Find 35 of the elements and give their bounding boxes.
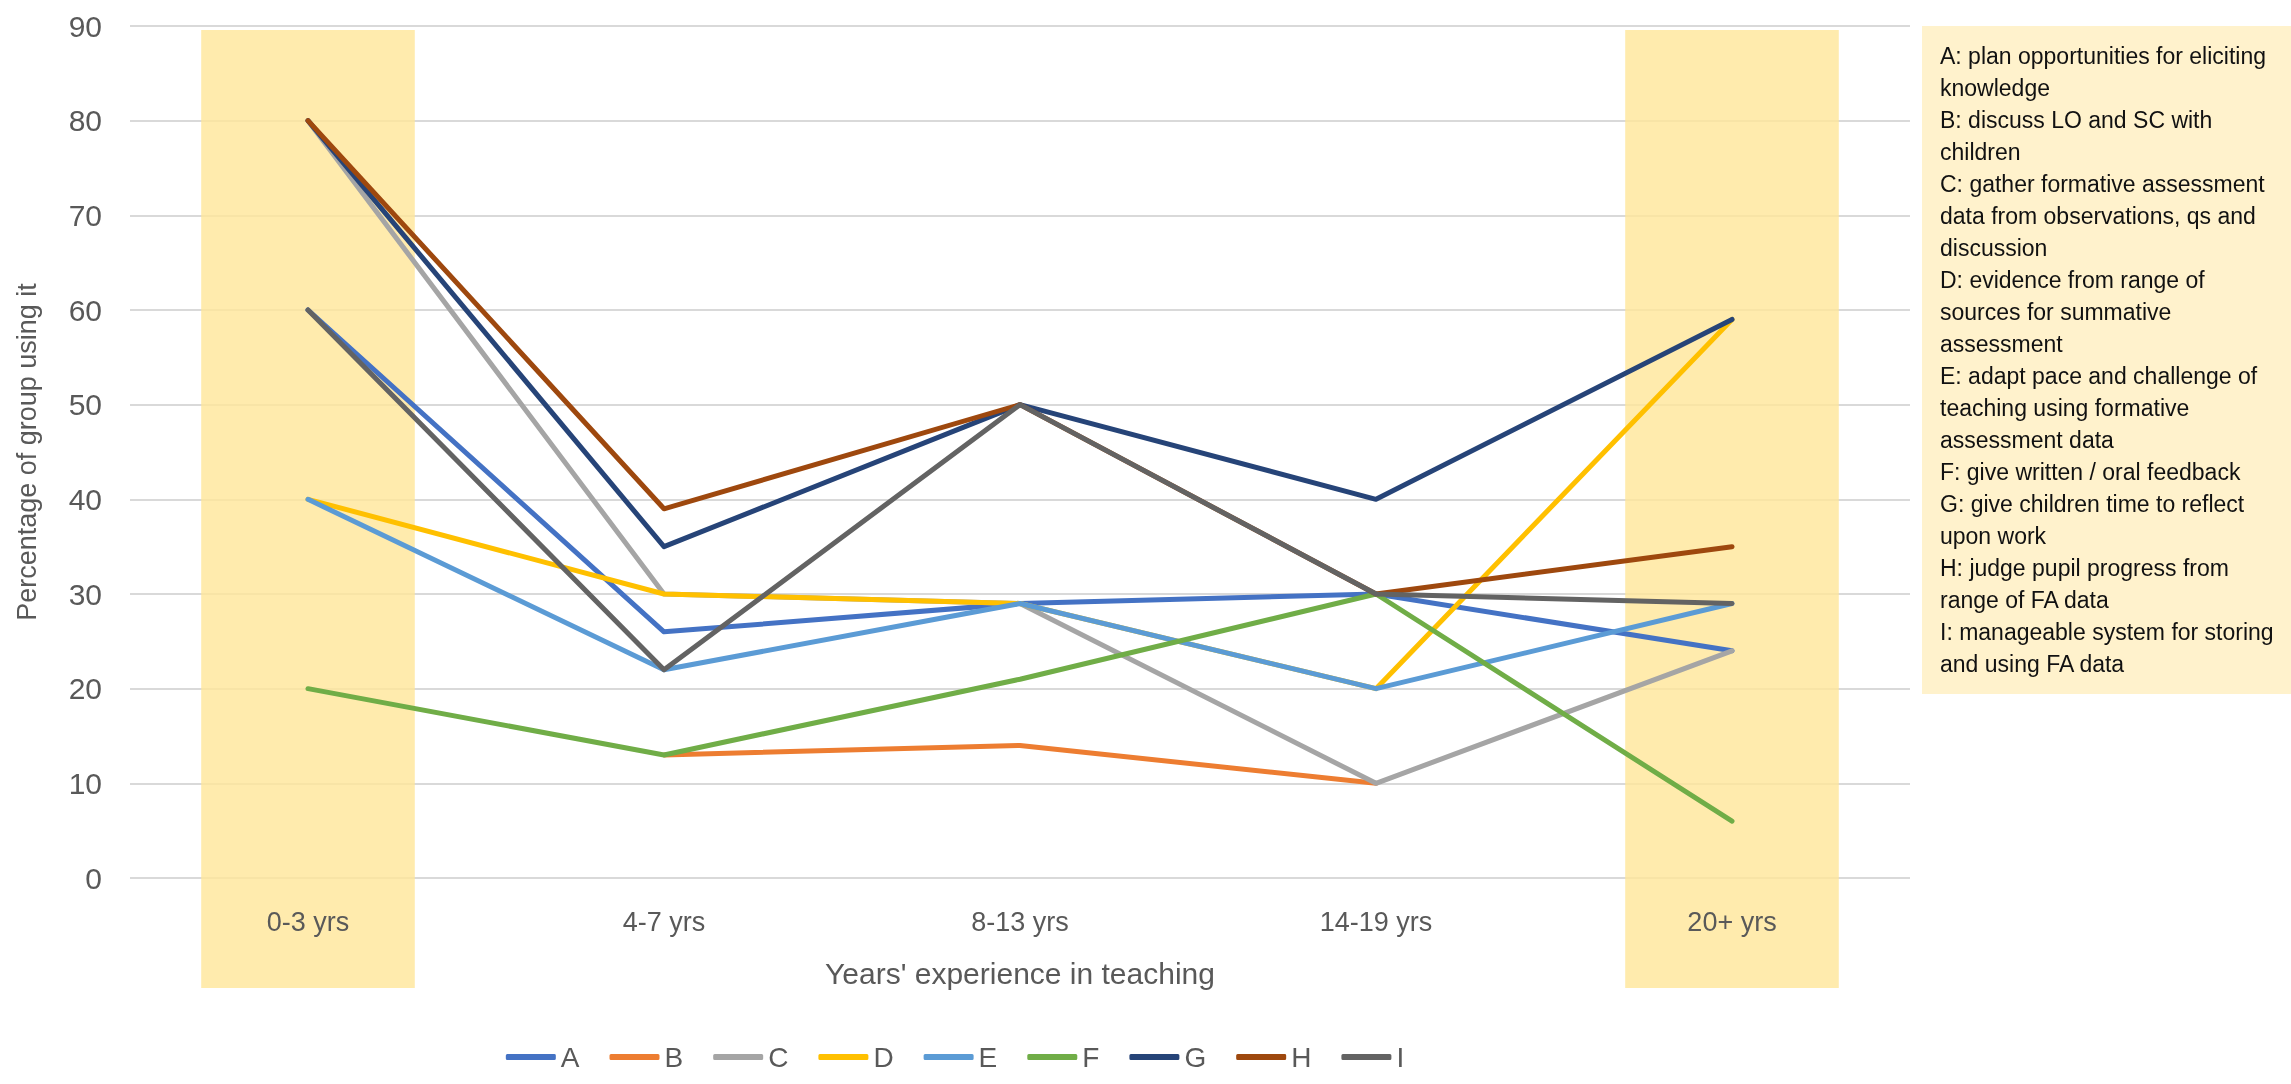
- text: C: gather formative assessment data from observations, qs and discussion: [1940, 170, 2266, 263]
- text: F: give written / oral feedback: [1940, 458, 2242, 487]
- legend-label: D: [873, 1041, 894, 1073]
- y-tick-label: 60: [68, 293, 102, 327]
- text: G: give children time to reflect upon work: [1940, 490, 2246, 551]
- x-tick-label: 8-13 yrs: [971, 906, 1069, 937]
- legend-label: G: [1184, 1041, 1207, 1073]
- y-tick-label: 20: [68, 672, 102, 706]
- text: D: evidence from range of sources for summative assessment: [1940, 266, 2206, 359]
- y-tick-label: 80: [68, 104, 102, 138]
- y-tick-label: 40: [68, 482, 102, 516]
- text: E: adapt pace and challenge of teaching using formative assessment data: [1940, 362, 2259, 455]
- y-tick-label: 0: [85, 861, 102, 895]
- x-tick-label: 14-19 yrs: [1319, 906, 1433, 937]
- x-tick-label: 0-3 yrs: [266, 906, 350, 937]
- legend-label: B: [664, 1041, 684, 1073]
- text: H: judge pupil progress from range of FA data: [1940, 554, 2230, 615]
- text: I: manageable system for storing and using FA data: [1940, 618, 2275, 679]
- text: B: discuss LO and SC with children: [1940, 106, 2214, 167]
- y-tick-label: 10: [68, 766, 102, 800]
- legend-label: H: [1291, 1041, 1312, 1073]
- x-axis-title: Years' experience in teaching: [825, 956, 1215, 990]
- x-tick-label: 4-7 yrs: [622, 906, 706, 937]
- legend-label: E: [978, 1041, 998, 1073]
- y-tick-label: 30: [68, 577, 102, 611]
- y-tick-label: 90: [68, 9, 102, 43]
- x-tick-label: 20+ yrs: [1687, 906, 1777, 937]
- legend-label: I: [1396, 1041, 1405, 1073]
- legend-label: F: [1082, 1041, 1100, 1073]
- y-tick-label: 50: [68, 388, 102, 422]
- legend-label: C: [768, 1041, 789, 1073]
- y-axis-title: Percentage of group using it: [11, 282, 42, 621]
- text: A: plan opportunities for eliciting knowledge: [1940, 42, 2268, 103]
- legend-label: A: [560, 1041, 580, 1073]
- y-tick-label: 70: [68, 198, 102, 232]
